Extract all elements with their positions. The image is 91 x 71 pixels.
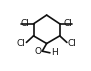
Text: Cl: Cl xyxy=(17,39,26,48)
Text: Cl: Cl xyxy=(63,19,72,28)
Text: Cl: Cl xyxy=(21,19,30,28)
Text: O: O xyxy=(34,47,41,56)
Text: Cl: Cl xyxy=(68,39,77,48)
Text: H: H xyxy=(51,48,58,57)
